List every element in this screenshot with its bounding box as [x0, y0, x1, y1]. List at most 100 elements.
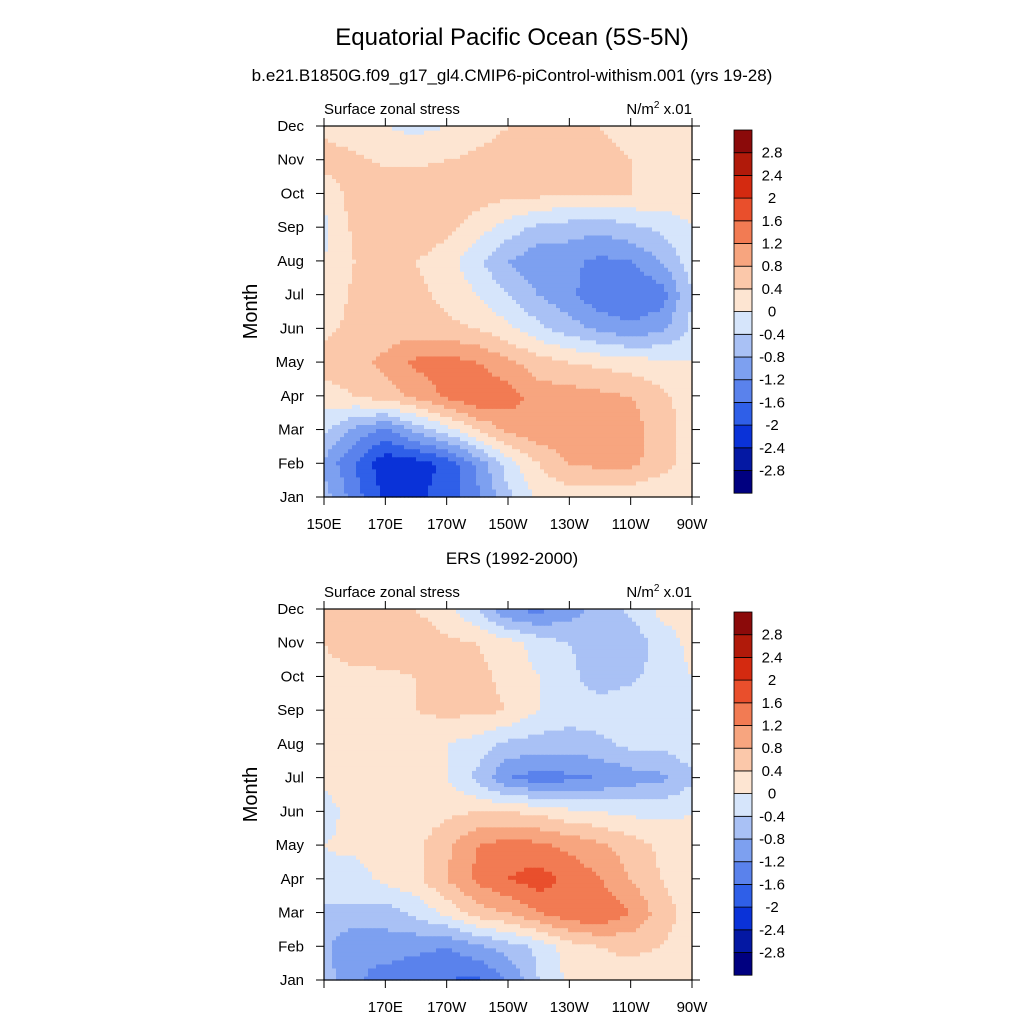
heatmap-cell: [424, 351, 429, 357]
heatmap-cell: [344, 331, 349, 337]
heatmap-cell: [328, 408, 333, 413]
heatmap-cell: [476, 408, 481, 413]
heatmap-cell: [436, 339, 441, 345]
heatmap-cell: [556, 400, 561, 405]
heatmap-cell: [364, 319, 369, 325]
heatmap-cell: [492, 492, 497, 498]
heatmap-cell: [376, 404, 381, 409]
heatmap-cell: [652, 404, 657, 409]
heatmap-cell: [688, 319, 693, 325]
heatmap-cell: [360, 424, 365, 430]
heatmap-cell: [556, 480, 561, 486]
heatmap-cell: [564, 444, 569, 450]
heatmap-cell: [588, 311, 593, 317]
heatmap-cell: [648, 327, 653, 333]
heatmap-cell: [624, 388, 629, 393]
heatmap-cell: [324, 432, 329, 438]
heatmap-cell: [388, 291, 393, 296]
heatmap-cell: [600, 359, 605, 365]
heatmap-cell: [676, 283, 681, 288]
heatmap-cell: [568, 416, 573, 421]
heatmap-cell: [384, 400, 389, 405]
heatmap-cell: [520, 436, 525, 442]
heatmap-cell: [504, 460, 509, 466]
heatmap-cell: [596, 307, 601, 313]
heatmap-cell: [364, 488, 369, 494]
heatmap-cell: [532, 484, 537, 490]
heatmap-cell: [588, 460, 593, 466]
heatmap-cell: [348, 416, 353, 421]
heatmap-cell: [568, 408, 573, 413]
heatmap-cell: [676, 295, 681, 300]
heatmap-cell: [424, 319, 429, 325]
heatmap-cell: [532, 476, 537, 482]
heatmap-cell: [420, 472, 425, 478]
heatmap-cell: [572, 355, 577, 361]
heatmap-cell: [340, 376, 345, 381]
heatmap-cell: [396, 464, 401, 470]
heatmap-cell: [604, 380, 609, 385]
heatmap-cell: [648, 307, 653, 313]
heatmap-cell: [512, 315, 517, 321]
heatmap-cell: [488, 359, 493, 365]
heatmap-cell: [544, 400, 549, 405]
heatmap-cell: [500, 436, 505, 442]
heatmap-cell: [388, 299, 393, 305]
heatmap-cell: [668, 456, 673, 462]
heatmap-cell: [356, 376, 361, 381]
heatmap-cell: [488, 400, 493, 405]
heatmap-cell: [444, 452, 449, 458]
heatmap-cell: [452, 456, 457, 462]
heatmap-cell: [620, 380, 625, 385]
heatmap-cell: [348, 424, 353, 430]
heatmap-cell: [572, 472, 577, 478]
heatmap-cell: [488, 448, 493, 454]
heatmap-cell: [604, 444, 609, 450]
heatmap-cell: [512, 440, 517, 446]
heatmap-cell: [668, 436, 673, 442]
heatmap-cell: [468, 335, 473, 341]
heatmap-cell: [536, 488, 541, 494]
heatmap-cell: [552, 367, 557, 373]
heatmap-cell: [572, 416, 577, 421]
heatmap-cell: [556, 484, 561, 490]
heatmap-cell: [528, 359, 533, 365]
heatmap-cell: [552, 420, 557, 426]
heatmap-cell: [328, 492, 333, 498]
heatmap-cell: [632, 460, 637, 466]
heatmap-cell: [432, 371, 437, 377]
heatmap-cell: [352, 343, 357, 349]
heatmap-cell: [424, 404, 429, 409]
heatmap-cell: [448, 400, 453, 405]
heatmap-cell: [596, 472, 601, 478]
heatmap-cell: [384, 303, 389, 309]
heatmap-cell: [528, 468, 533, 474]
heatmap-cell: [532, 307, 537, 313]
heatmap-cell: [600, 287, 605, 292]
heatmap-cell: [512, 464, 517, 470]
heatmap-cell: [620, 392, 625, 397]
heatmap-cell: [428, 416, 433, 421]
heatmap-cell: [628, 464, 633, 470]
heatmap-cell: [340, 452, 345, 458]
heatmap-cell: [440, 408, 445, 413]
heatmap-cell: [356, 420, 361, 426]
heatmap-cell: [440, 480, 445, 486]
heatmap-cell: [664, 464, 669, 470]
heatmap-cell: [620, 331, 625, 337]
heatmap-cell: [608, 311, 613, 317]
heatmap-cell: [684, 476, 689, 482]
heatmap-cell: [456, 460, 461, 466]
heatmap-cell: [604, 363, 609, 369]
heatmap-cell: [648, 480, 653, 486]
heatmap-cell: [488, 428, 493, 434]
heatmap-cell: [464, 319, 469, 325]
heatmap-cell: [596, 295, 601, 300]
heatmap-cell: [420, 460, 425, 466]
heatmap-cell: [604, 291, 609, 296]
heatmap-cell: [572, 440, 577, 446]
heatmap-cell: [580, 412, 585, 417]
heatmap-cell: [464, 456, 469, 462]
heatmap-cell: [676, 456, 681, 462]
heatmap-cell: [688, 488, 693, 494]
